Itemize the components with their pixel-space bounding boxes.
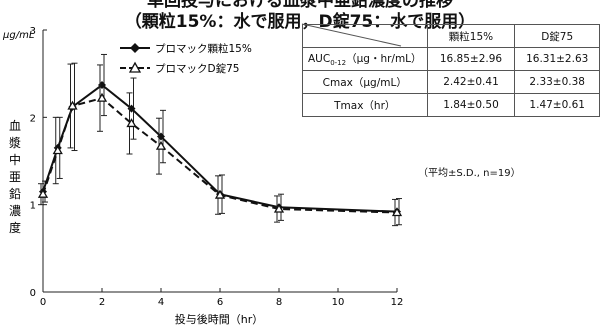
legend: プロマック顆粒15% プロマックD錠75	[120, 42, 252, 75]
data-point	[52, 145, 63, 155]
y-tick-label: 1	[30, 201, 36, 212]
table-row-auc: AUC0-12（μg・hr/mL） 16.85±2.96 16.31±2.63	[302, 47, 600, 71]
table-header-tablet: D錠75	[514, 24, 600, 48]
y-axis-label-char: 度	[9, 220, 21, 235]
y-axis-label-char: 鉛	[9, 187, 21, 201]
x-tick-label: 8	[276, 297, 282, 308]
table-cell: 2.33±0.38	[514, 70, 600, 94]
table-cell: 2.42±0.41	[426, 70, 516, 94]
x-tick-label: 6	[217, 297, 223, 308]
auc-subscript: 0-12	[330, 59, 347, 68]
y-tick-label: 0	[30, 288, 36, 299]
table-corner-cell	[302, 24, 428, 48]
table-row-cmax: Cmax（μg/mL） 2.42±0.41 2.33±0.38	[302, 70, 600, 94]
y-axis-label-char: 濃	[9, 204, 21, 218]
y-axis-label-char: 中	[9, 152, 21, 167]
table-row-tmax: Tmax（hr） 1.84±0.50 1.47±0.61	[302, 93, 600, 117]
legend-label-granule: プロマック顆粒15%	[155, 42, 252, 55]
table-header-granule: 顆粒15%	[426, 24, 516, 48]
y-axis-label-char: 血	[9, 119, 21, 133]
legend-marker-granule	[130, 43, 140, 53]
data-point	[37, 188, 49, 198]
x-tick-label: 0	[40, 297, 46, 308]
auc-unit: （μg・hr/mL）	[346, 52, 422, 65]
y-axis-label-char: 亜	[9, 170, 21, 184]
data-point	[155, 140, 167, 150]
table-rowhead-cmax: Cmax（μg/mL）	[302, 70, 428, 94]
y-axis-label: 血漿中亜鉛濃度	[9, 119, 21, 235]
table-cell: 1.47±0.61	[514, 93, 600, 117]
legend-marker-tablet	[128, 61, 142, 73]
series-line	[42, 97, 398, 214]
data-point	[273, 203, 285, 213]
table-cell: 16.85±2.96	[426, 47, 516, 71]
table-rowhead-auc: AUC0-12（μg・hr/mL）	[302, 47, 428, 71]
data-point	[67, 100, 78, 110]
x-tick-label: 2	[99, 297, 105, 308]
legend-label-tablet: プロマックD錠75	[155, 62, 239, 75]
auc-label: AUC	[308, 52, 331, 65]
table-cell: 16.31±2.63	[514, 47, 600, 71]
y-axis-unit: μg/mL	[2, 30, 34, 41]
table-rowhead-tmax: Tmax（hr）	[302, 93, 428, 117]
data-point	[126, 118, 137, 128]
data-point	[391, 207, 403, 217]
table-header-row: 顆粒15% D錠75	[302, 24, 600, 48]
data-point	[96, 92, 108, 102]
x-axis-label: 投与後時間（hr）	[175, 312, 264, 326]
y-tick-label: 3	[30, 26, 36, 37]
table-cell: 1.84±0.50	[426, 93, 516, 117]
title-line-1: 単回投与における血漿中亜鉛濃度の推移	[147, 0, 453, 11]
x-tick-label: 4	[158, 297, 164, 308]
pk-parameters-table: 顆粒15% D錠75 AUC0-12（μg・hr/mL） 16.85±2.96 …	[302, 24, 600, 117]
x-tick-label: 10	[332, 297, 345, 308]
data-point	[214, 189, 226, 199]
series-1	[37, 63, 403, 227]
x-tick-label: 12	[391, 297, 404, 308]
table-note: （平均±S.D., n=19）	[418, 168, 521, 179]
y-tick-label: 2	[30, 113, 36, 124]
y-axis-label-char: 漿	[9, 135, 21, 150]
